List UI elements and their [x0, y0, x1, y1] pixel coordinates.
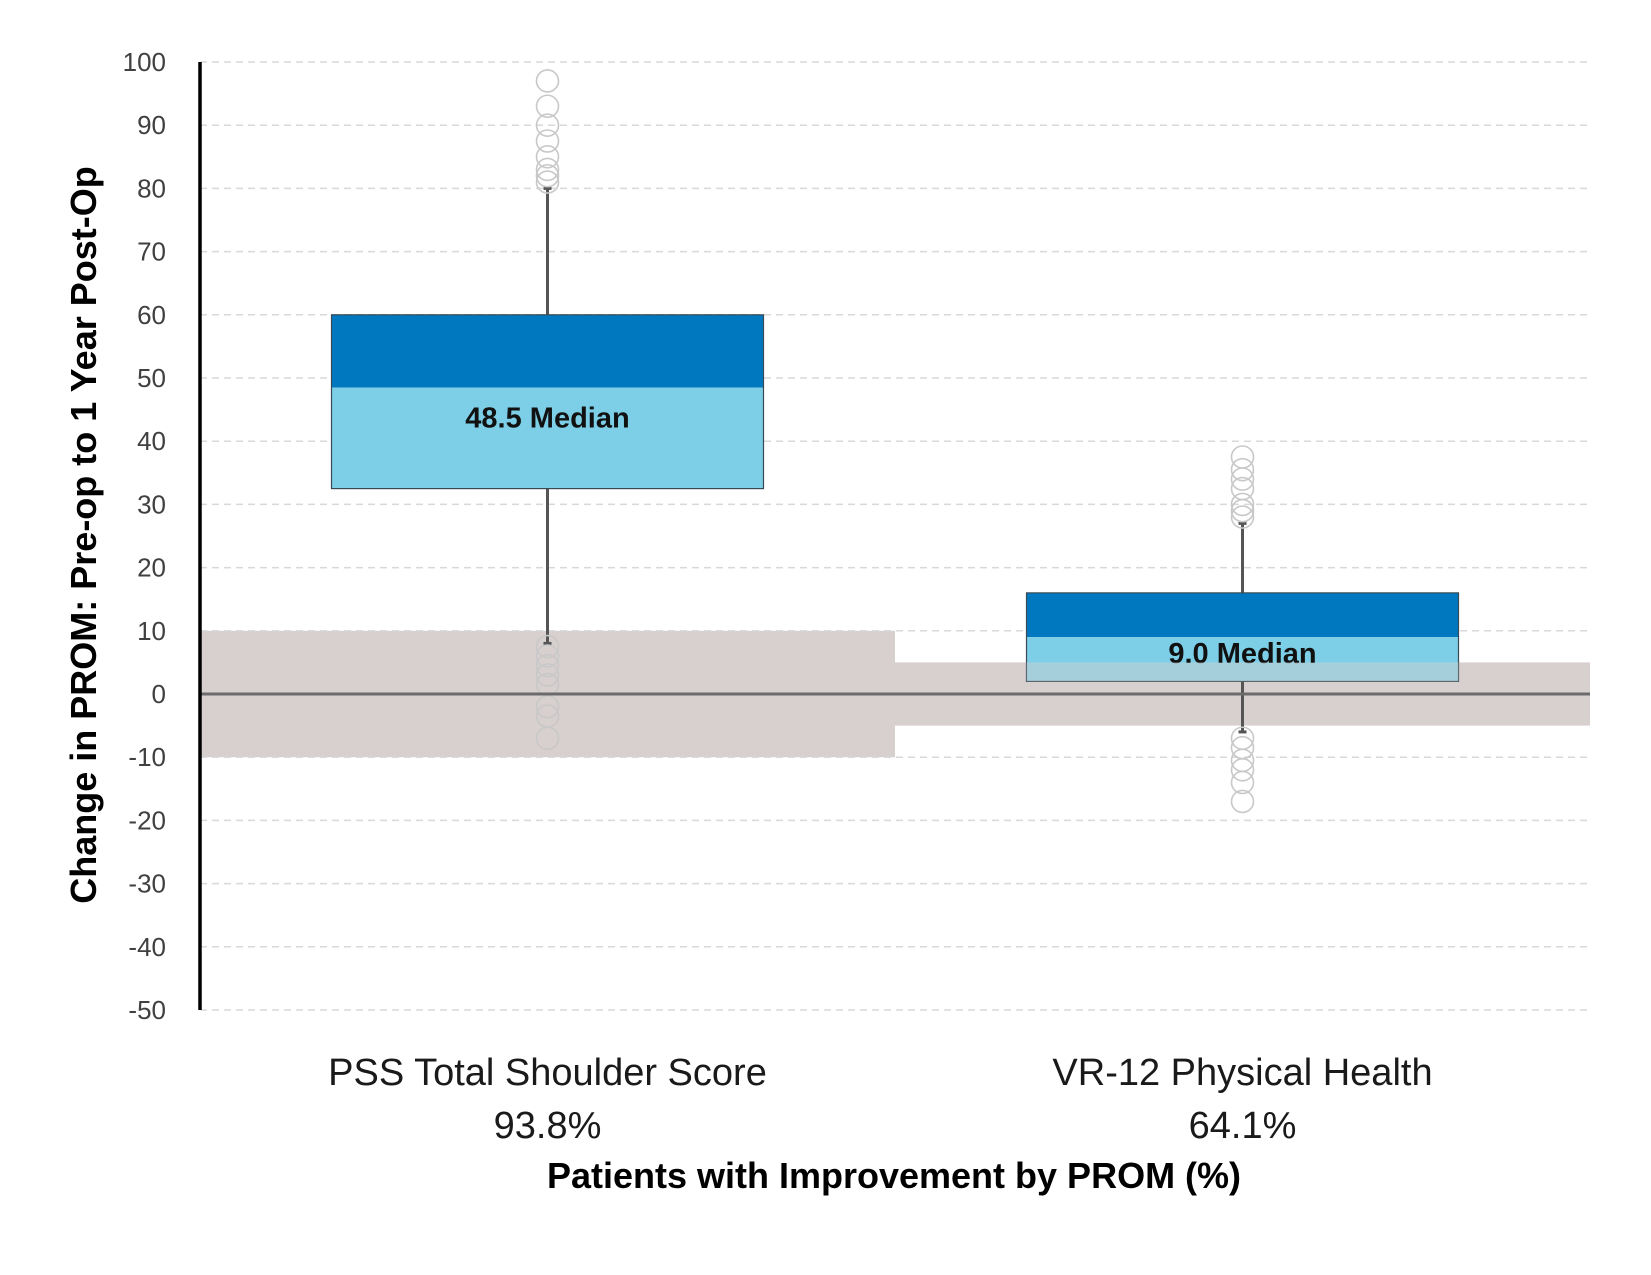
boxes: 48.5 Median 9.0 Median	[330, 69, 1460, 814]
y-tick-label: 30	[137, 489, 166, 519]
outlier-point	[535, 145, 560, 169]
outlier-point	[535, 157, 560, 182]
outlier-point	[535, 653, 560, 678]
y-tick-label: -30	[128, 869, 166, 899]
y-tick-label: -20	[128, 805, 166, 835]
outlier-point	[535, 94, 560, 119]
y-tick-label: 10	[137, 616, 166, 646]
outlier-point	[1230, 467, 1255, 491]
y-tick-label: 80	[137, 173, 166, 203]
outlier-point	[535, 694, 560, 719]
outlier-point	[535, 129, 560, 153]
y-tick-label: 70	[137, 237, 166, 267]
x-category-percent: 93.8%	[494, 1105, 602, 1147]
y-tick-label: -10	[128, 742, 166, 772]
x-category-label: PSS Total Shoulder Score	[328, 1052, 767, 1094]
outlier-point	[1230, 735, 1255, 760]
band-overlay	[1026, 662, 1459, 682]
outlier-point	[1230, 770, 1255, 795]
outlier-point	[1230, 758, 1255, 782]
y-tick-label: 40	[137, 426, 166, 456]
box-group: 9.0 Median	[1025, 445, 1460, 814]
median-label: 48.5 Median	[465, 402, 629, 434]
outlier-point	[535, 644, 560, 668]
outlier-point	[535, 634, 560, 659]
outlier-point	[535, 170, 560, 194]
y-tick-label: 90	[137, 110, 166, 140]
outlier-point	[1230, 505, 1255, 529]
x-category-percent: 64.1%	[1189, 1105, 1297, 1147]
y-tick-label: 60	[137, 300, 166, 330]
x-axis-title: Patients with Improvement by PROM (%)	[547, 1155, 1241, 1196]
y-tick-label: -40	[128, 932, 166, 962]
y-tick-label: 20	[137, 553, 166, 583]
upper-box	[331, 314, 764, 388]
lower-box	[1026, 637, 1459, 682]
outlier-point	[1230, 457, 1255, 482]
y-tick-label: 100	[123, 47, 166, 77]
outlier-point	[1230, 789, 1255, 814]
outlier-point	[1230, 492, 1255, 517]
outlier-point	[1230, 498, 1255, 523]
box-outline	[330, 314, 765, 490]
outlier-point	[535, 163, 560, 188]
box-outline	[1025, 592, 1460, 682]
median-label: 9.0 Median	[1168, 638, 1316, 670]
y-axis-title: Change in PROM: Pre-op to 1 Year Post-Op	[63, 166, 104, 903]
outlier-point	[535, 69, 560, 93]
upper-box	[1026, 592, 1459, 638]
outlier-point	[1230, 748, 1255, 773]
outlier-point	[1230, 445, 1255, 469]
x-category-label: VR-12 Physical Health	[1052, 1052, 1432, 1094]
y-tick-label: 0	[152, 679, 166, 709]
outlier-point	[535, 726, 560, 751]
box-group: 48.5 Median	[330, 69, 765, 751]
outlier-point	[535, 113, 560, 137]
y-tick-label: -50	[128, 995, 166, 1025]
x-category-labels: PSS Total Shoulder Score 93.8% VR-12 Physi…	[328, 1052, 1432, 1147]
outlier-point	[535, 663, 560, 687]
lower-box	[331, 387, 764, 489]
gridlines	[200, 61, 1590, 1011]
y-tick-label: 50	[137, 363, 166, 393]
